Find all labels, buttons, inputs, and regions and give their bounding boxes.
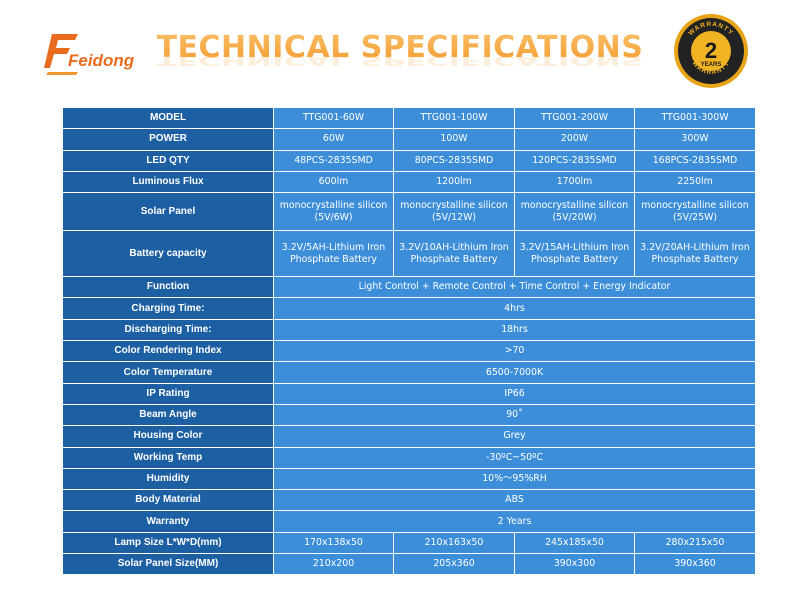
table-row: Discharging Time: 18hrs (62, 318, 756, 342)
value-cell: 245x185x50 (514, 531, 635, 555)
shared-value-cell: -30ºC~50ºC (273, 446, 756, 469)
table-row: Battery capacity 3.2V/5AH-Lithium Iron Ph… (62, 230, 756, 278)
logo-wordmark: Feidong (68, 51, 135, 70)
row-label: Color Rendering Index (62, 340, 274, 363)
warranty-badge-icon: WARRANTY WARRANTY 2 YEARS (672, 12, 750, 90)
shared-value-cell: ABS (273, 489, 756, 512)
row-label: Beam Angle (62, 403, 274, 427)
row-label: Solar Panel Size(MM) (62, 553, 274, 576)
row-label: Color Temperature (62, 361, 274, 384)
value-cell: monocrystalline silicon (5V/6W) (273, 192, 394, 232)
shared-value-cell: 10%～95%RH (273, 467, 756, 491)
value-cell: 1200lm (393, 170, 515, 194)
table-row: Solar Panel monocrystalline silicon (5V/6… (62, 192, 756, 232)
row-label: MODEL (62, 106, 274, 130)
row-label: IP Rating (62, 382, 274, 405)
row-label: Function (62, 276, 274, 299)
value-cell: 100W (393, 128, 515, 151)
row-label: Charging Time: (62, 297, 274, 320)
value-cell: 300W (634, 128, 756, 151)
row-label: Humidity (62, 467, 274, 491)
row-label: Body Material (62, 489, 274, 512)
table-row: Housing Color Grey (62, 425, 756, 448)
value-cell: 280x215x50 (634, 531, 756, 555)
feidong-logo: Feidong (38, 28, 144, 76)
value-cell: 390x300 (514, 553, 635, 576)
row-label: POWER (62, 128, 274, 151)
value-cell: 200W (514, 128, 635, 151)
value-cell: 168PCS-2835SMD (634, 149, 756, 172)
warranty-years-number: 2 (705, 38, 717, 63)
table-row: Color Temperature 6500-7000K (62, 361, 756, 384)
value-cell: 3.2V/10AH-Lithium Iron Phosphate Battery (393, 230, 515, 278)
table-row: Function Light Control + Remote Control +… (62, 276, 756, 299)
table-row: Humidity 10%～95%RH (62, 467, 756, 491)
shared-value-cell: 18hrs (273, 318, 756, 342)
value-cell: 210x163x50 (393, 531, 515, 555)
shared-value-cell: 4hrs (273, 297, 756, 320)
row-label: Warranty (62, 510, 274, 533)
row-label: LED QTY (62, 149, 274, 172)
table-row: POWER 60W 100W 200W 300W (62, 128, 756, 151)
table-row: Body Material ABS (62, 489, 756, 512)
table-row: Beam Angle 90˚ (62, 403, 756, 427)
row-label: Luminous Flux (62, 170, 274, 194)
table-row: Charging Time: 4hrs (62, 297, 756, 320)
value-cell: 2250lm (634, 170, 756, 194)
table-row: Working Temp -30ºC~50ºC (62, 446, 756, 469)
shared-value-cell: 2 Years (273, 510, 756, 533)
table-row: Lamp Size L*W*D(mm) 170x138x50 210x163x50 2… (62, 531, 756, 555)
value-cell: 3.2V/5AH-Lithium Iron Phosphate Battery (273, 230, 394, 278)
table-row: IP Rating IP66 (62, 382, 756, 405)
table-row: MODEL TTG001-60W TTG001-100W TTG001-200W TTG… (62, 106, 756, 130)
shared-value-cell: 90˚ (273, 403, 756, 427)
row-label: Working Temp (62, 446, 274, 469)
value-cell: 120PCS-2835SMD (514, 149, 635, 172)
table-row: Color Rendering Index >70 (62, 340, 756, 363)
page-title: TECHNICAL SPECIFICATIONS (156, 30, 644, 65)
spec-table: MODEL TTG001-60W TTG001-100W TTG001-200W TTG… (62, 106, 756, 576)
value-cell: 80PCS-2835SMD (393, 149, 515, 172)
value-cell: 600lm (273, 170, 394, 194)
shared-value-cell: 6500-7000K (273, 361, 756, 384)
value-cell: 1700lm (514, 170, 635, 194)
shared-value-cell: Light Control + Remote Control + Time Co… (273, 276, 756, 299)
row-label: Solar Panel (62, 192, 274, 232)
model-name-cell: TTG001-60W (273, 106, 394, 130)
row-label: Battery capacity (62, 230, 274, 278)
shared-value-cell: >70 (273, 340, 756, 363)
value-cell: 170x138x50 (273, 531, 394, 555)
row-label: Lamp Size L*W*D(mm) (62, 531, 274, 555)
value-cell: 3.2V/15AH-Lithium Iron Phosphate Battery (514, 230, 635, 278)
value-cell: monocrystalline silicon (5V/20W) (514, 192, 635, 232)
value-cell: 60W (273, 128, 394, 151)
shared-value-cell: Grey (273, 425, 756, 448)
value-cell: 205x360 (393, 553, 515, 576)
table-row: Luminous Flux 600lm 1200lm 1700lm 2250lm (62, 170, 756, 194)
value-cell: 3.2V/20AH-Lithium Iron Phosphate Battery (634, 230, 756, 278)
table-row: Warranty 2 Years (62, 510, 756, 533)
row-label: Discharging Time: (62, 318, 274, 342)
value-cell: monocrystalline silicon (5V/25W) (634, 192, 756, 232)
table-row: LED QTY 48PCS-2835SMD 80PCS-2835SMD 120PCS-… (62, 149, 756, 172)
value-cell: 390x360 (634, 553, 756, 576)
value-cell: monocrystalline silicon (5V/12W) (393, 192, 515, 232)
value-cell: 210x200 (273, 553, 394, 576)
model-name-cell: TTG001-300W (634, 106, 756, 130)
table-row: Solar Panel Size(MM) 210x200 205x360 390x30… (62, 553, 756, 576)
model-name-cell: TTG001-100W (393, 106, 515, 130)
warranty-years-unit: YEARS (701, 62, 722, 68)
value-cell: 48PCS-2835SMD (273, 149, 394, 172)
model-name-cell: TTG001-200W (514, 106, 635, 130)
shared-value-cell: IP66 (273, 382, 756, 405)
row-label: Housing Color (62, 425, 274, 448)
